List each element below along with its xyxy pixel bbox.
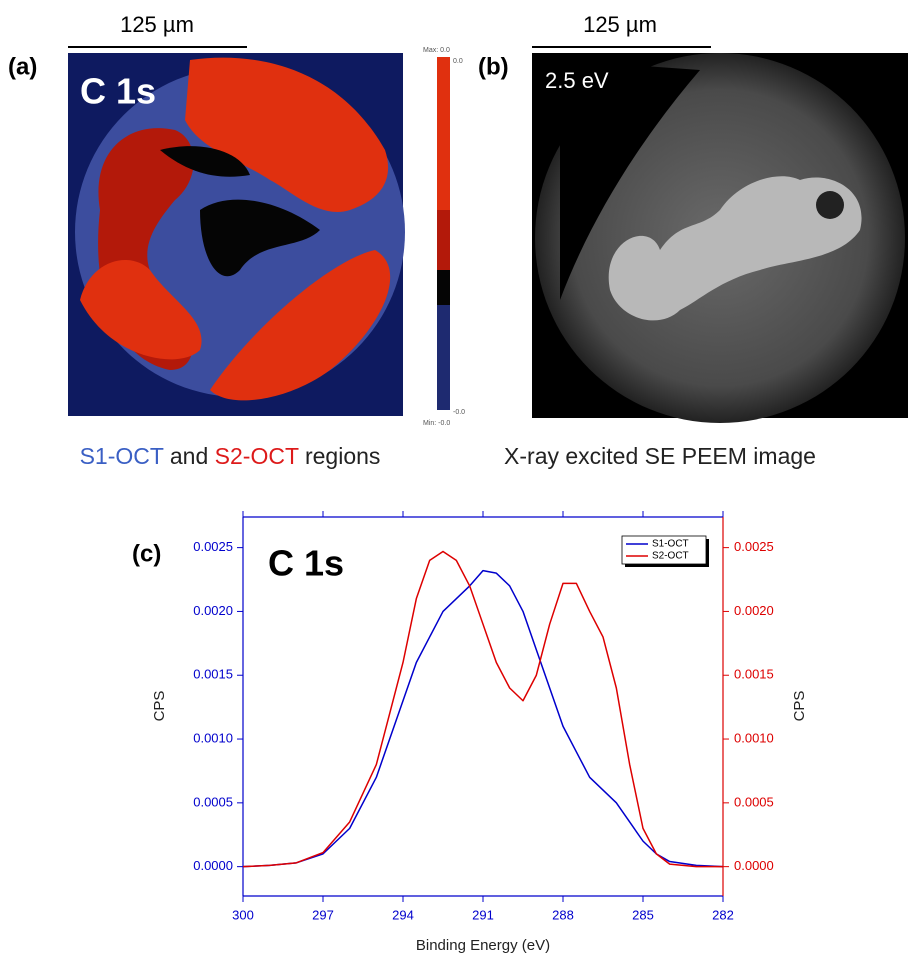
y2-tick-label: 0.0010 — [734, 730, 774, 745]
element-label: C 1s — [80, 71, 156, 112]
map-region — [80, 260, 202, 360]
y2-tick-label: 0.0015 — [734, 667, 774, 682]
colorbar-label: 0.0 — [453, 58, 463, 65]
caption-part: S1-OCT — [80, 443, 164, 469]
caption-part: and — [170, 443, 208, 469]
panel-label: (b) — [478, 53, 509, 80]
panel-a: 125 µm (a) C 1s Max: 0.0 0.0 -0.0 Min: -… — [8, 12, 465, 469]
x-tick-label: 297 — [312, 907, 334, 922]
peem-shadow — [560, 60, 700, 300]
caption-part: regions — [305, 443, 380, 469]
y-tick-label: 0.0015 — [193, 667, 233, 682]
series-line — [242, 550, 723, 868]
legend-box — [621, 535, 707, 565]
colorbar-label: Min: -0.0 — [423, 420, 450, 427]
y-tick-label: 0.0020 — [193, 603, 233, 618]
colorbar-segment — [437, 210, 450, 270]
y2-tick-label: 0.0025 — [734, 539, 774, 554]
y2-tick-label: 0.0000 — [734, 858, 774, 873]
y-tick-label: 0.0010 — [193, 730, 233, 745]
y-tick-label: 0.0005 — [193, 794, 233, 809]
y2-axis-label: CPS — [791, 691, 808, 722]
y2-tick-label: 0.0005 — [734, 794, 774, 809]
colorbar-segment — [437, 305, 450, 410]
x-tick-label: 288 — [552, 907, 574, 922]
colorbar-segment — [437, 57, 450, 210]
map-region — [185, 57, 389, 213]
legend-label: S2-OCT — [652, 551, 689, 562]
annotation: C 1s — [268, 543, 344, 584]
y-tick-label: 0.0000 — [193, 858, 233, 873]
panel-b: 125 µm (b) 2.5 eV X-ray excited SE PEEM … — [478, 12, 908, 469]
energy-label: 2.5 eV — [545, 68, 609, 93]
colorbar-label: -0.0 — [453, 409, 465, 416]
y-axis-label: CPS — [151, 691, 168, 722]
map-region — [200, 199, 320, 277]
y2-tick-label: 0.0020 — [734, 603, 774, 618]
y-tick-label: 0.0025 — [193, 539, 233, 554]
chart: (c) C 1s Binding Energy (eV) CPS CPS 300… — [132, 511, 808, 954]
caption: X-ray excited SE PEEM image — [504, 443, 816, 469]
x-tick-label: 294 — [392, 907, 414, 922]
caption: S1-OCT and S2-OCT regions — [80, 443, 381, 469]
legend-label: S1-OCT — [652, 539, 689, 550]
x-tick-label: 300 — [232, 907, 254, 922]
colorbar-segment — [437, 270, 450, 305]
x-tick-label: 291 — [472, 907, 494, 922]
x-axis-label: Binding Energy (eV) — [416, 937, 550, 954]
map-region — [160, 146, 250, 177]
series-line — [242, 569, 724, 868]
scale-label: 125 µm — [120, 12, 194, 37]
caption-part: S2-OCT — [215, 443, 299, 469]
panel-label: (a) — [8, 53, 37, 80]
peem-feature — [608, 176, 862, 321]
panel-label: (c) — [132, 540, 161, 567]
map-region — [210, 250, 391, 401]
x-tick-label: 282 — [712, 907, 734, 922]
scale-label: 125 µm — [583, 12, 657, 37]
x-tick-label: 285 — [632, 907, 654, 922]
colorbar-label: Max: 0.0 — [423, 47, 450, 54]
peem-feature — [816, 191, 844, 219]
